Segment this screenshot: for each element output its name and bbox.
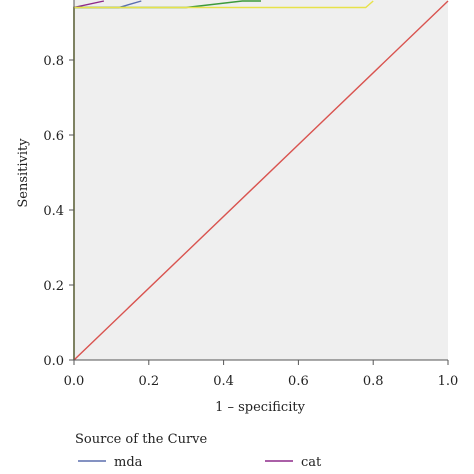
x-tick-label: 1.0 — [438, 374, 459, 389]
y-tick-label: 0.8 — [43, 54, 64, 69]
legend-label-mda: mda — [114, 455, 143, 470]
x-axis-title: 1 – specificity — [215, 400, 305, 415]
x-tick-label: 0.8 — [363, 374, 384, 389]
x-tick-label: 0.0 — [64, 374, 85, 389]
x-tick-label: 0.4 — [213, 374, 234, 389]
y-tick-label: 0.6 — [43, 129, 64, 144]
x-ticks: 0.0 0.2 0.4 0.6 0.8 1.0 — [64, 360, 459, 389]
y-tick-label: 0.0 — [43, 354, 64, 369]
x-tick-label: 0.2 — [138, 374, 159, 389]
x-tick-label: 0.6 — [288, 374, 309, 389]
y-tick-label: 0.2 — [43, 279, 64, 294]
y-axis-title: Sensitivity — [16, 138, 31, 208]
y-tick-label: 0.4 — [43, 204, 64, 219]
legend-title: Source of the Curve — [75, 432, 207, 447]
legend: mda cat — [78, 455, 322, 470]
legend-label-cat: cat — [301, 455, 322, 470]
y-ticks: 0.0 0.2 0.4 0.6 0.8 — [43, 54, 74, 369]
series-line-curve-4 — [73, 0, 449, 361]
